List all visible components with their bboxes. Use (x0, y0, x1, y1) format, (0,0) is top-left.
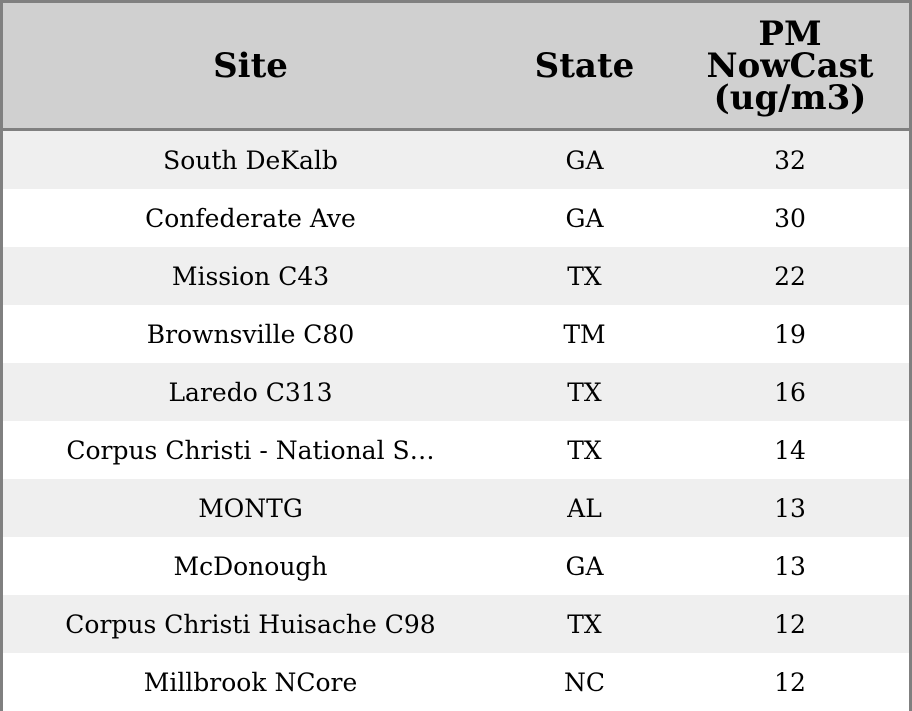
state-cell: NC (498, 653, 671, 711)
state-cell: TX (498, 247, 671, 305)
pm-cell: 16 (671, 363, 909, 421)
table-row: Corpus Christi - National S… TX 14 (3, 421, 909, 479)
table-row: Laredo C313 TX 16 (3, 363, 909, 421)
table-row: Millbrook NCore NC 12 (3, 653, 909, 711)
state-cell: TX (498, 363, 671, 421)
table-row: Confederate Ave GA 30 (3, 189, 909, 247)
state-cell: GA (498, 189, 671, 247)
pm-cell: 13 (671, 479, 909, 537)
site-cell: South DeKalb (3, 129, 498, 189)
table-row: Mission C43 TX 22 (3, 247, 909, 305)
site-cell: McDonough (3, 537, 498, 595)
table-row: Brownsville C80 TM 19 (3, 305, 909, 363)
table-row: McDonough GA 13 (3, 537, 909, 595)
site-cell: Millbrook NCore (3, 653, 498, 711)
pm-cell: 30 (671, 189, 909, 247)
pm-cell: 22 (671, 247, 909, 305)
table-row: MONTG AL 13 (3, 479, 909, 537)
state-cell: GA (498, 129, 671, 189)
state-cell: TM (498, 305, 671, 363)
pm-nowcast-table: Site State PM NowCast (ug/m3) South DeKa… (3, 3, 909, 711)
column-header-pm-nowcast: PM NowCast (ug/m3) (671, 3, 909, 131)
site-cell: Corpus Christi Huisache C98 (3, 595, 498, 653)
pm-cell: 12 (671, 595, 909, 653)
table-body: South DeKalb GA 32 Confederate Ave GA 30… (3, 129, 909, 711)
column-header-pm-line1: PM (758, 13, 822, 54)
table-row: Corpus Christi Huisache C98 TX 12 (3, 595, 909, 653)
state-cell: TX (498, 421, 671, 479)
site-cell: Laredo C313 (3, 363, 498, 421)
pm-cell: 32 (671, 129, 909, 189)
site-cell: Mission C43 (3, 247, 498, 305)
pm-cell: 19 (671, 305, 909, 363)
table-row: South DeKalb GA 32 (3, 129, 909, 189)
table-header: Site State PM NowCast (ug/m3) (3, 3, 909, 131)
site-cell: Confederate Ave (3, 189, 498, 247)
site-cell: MONTG (3, 479, 498, 537)
column-header-state: State (498, 3, 671, 131)
state-cell: GA (498, 537, 671, 595)
site-cell: Brownsville C80 (3, 305, 498, 363)
pm-cell: 14 (671, 421, 909, 479)
column-header-pm-line2: NowCast (706, 45, 874, 86)
pm-cell: 12 (671, 653, 909, 711)
column-header-site: Site (3, 3, 498, 131)
header-row: Site State PM NowCast (ug/m3) (3, 3, 909, 131)
pm-cell: 13 (671, 537, 909, 595)
column-header-pm-line3: (ug/m3) (713, 77, 867, 118)
state-cell: TX (498, 595, 671, 653)
state-cell: AL (498, 479, 671, 537)
site-cell: Corpus Christi - National S… (3, 421, 498, 479)
